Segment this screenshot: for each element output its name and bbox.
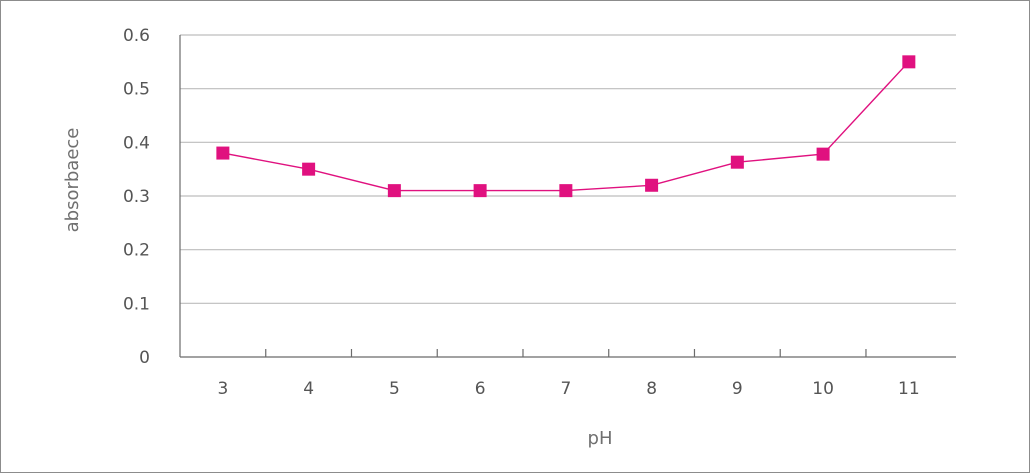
gridlines bbox=[180, 34, 956, 304]
x-tick-label: 7 bbox=[560, 379, 571, 399]
y-tick-labels: 0 0.1 0.2 0.3 0.4 0.5 0.6 bbox=[123, 26, 150, 368]
y-tick-label: 0.3 bbox=[123, 187, 150, 207]
series-line bbox=[222, 61, 910, 192]
y-tick-label: 0 bbox=[139, 348, 150, 368]
data-point-marker bbox=[902, 55, 916, 69]
x-axis-title: pH bbox=[588, 428, 613, 449]
x-tick-label: 9 bbox=[732, 379, 743, 399]
data-point-marker bbox=[645, 178, 659, 192]
x-tick-label: 11 bbox=[898, 379, 920, 399]
y-tick-label: 0.5 bbox=[123, 80, 150, 100]
x-tick-label: 8 bbox=[646, 379, 657, 399]
y-tick-label: 0.4 bbox=[123, 133, 150, 153]
y-tick-label: 0.6 bbox=[123, 26, 150, 46]
data-point-marker bbox=[730, 155, 744, 169]
data-point-marker bbox=[473, 184, 487, 198]
y-tick-label: 0.2 bbox=[123, 241, 150, 261]
x-tick-label: 6 bbox=[475, 379, 486, 399]
x-tick-label: 3 bbox=[217, 379, 228, 399]
data-point-marker bbox=[559, 184, 573, 198]
data-point-marker bbox=[216, 146, 230, 160]
y-axis-title: absorbaece bbox=[62, 128, 83, 233]
x-tick-label: 4 bbox=[303, 379, 314, 399]
data-point-marker bbox=[302, 162, 316, 176]
series-layer bbox=[216, 55, 916, 198]
x-tick-labels: 3 4 5 6 7 8 9 10 11 bbox=[217, 349, 920, 399]
data-point-marker bbox=[387, 184, 401, 198]
y-tick-label: 0.1 bbox=[123, 294, 150, 314]
x-tick-label: 10 bbox=[812, 379, 834, 399]
axes bbox=[179, 35, 956, 358]
data-point-marker bbox=[816, 147, 830, 161]
x-tick-label: 5 bbox=[389, 379, 400, 399]
